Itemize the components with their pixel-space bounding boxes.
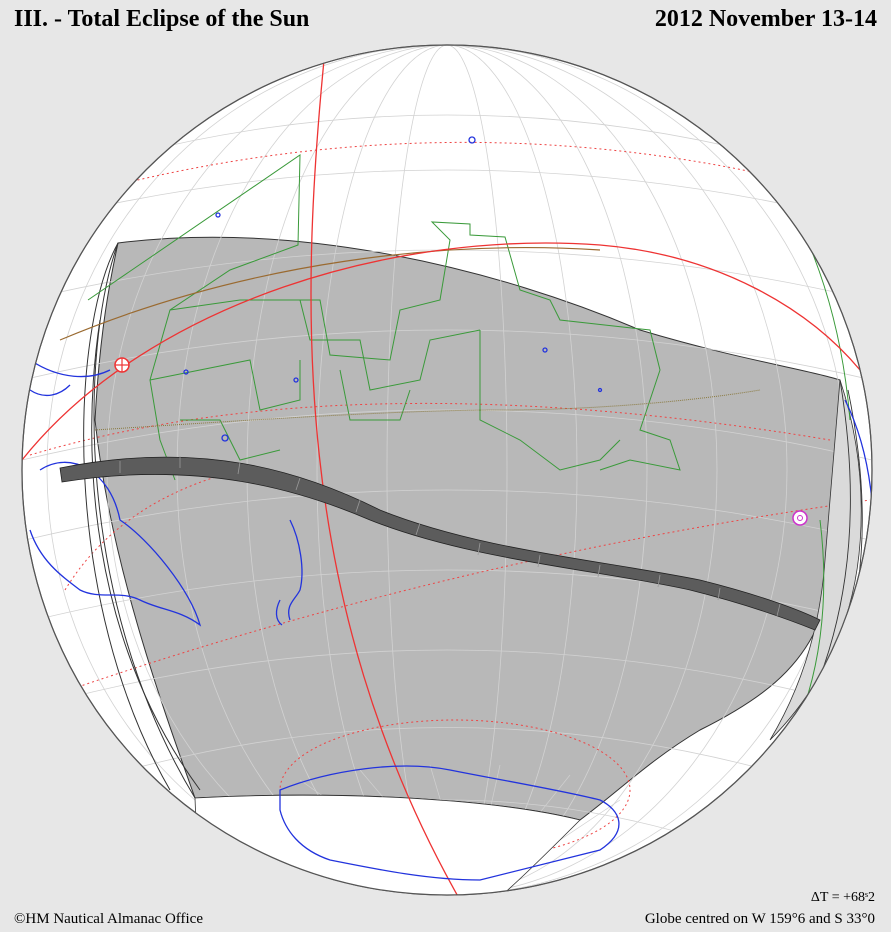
totality-path xyxy=(59,456,821,631)
red-curves xyxy=(22,49,861,895)
delta-t-label: ΔT = +68ˢ2 xyxy=(810,890,875,905)
polar-clear-region xyxy=(194,794,581,895)
map-title: III. - Total Eclipse of the Sun xyxy=(14,6,310,32)
sunrise-marker xyxy=(114,357,130,373)
globe-center-label: Globe centred on W 159°6 and S 33°0 xyxy=(644,911,875,927)
penumbra-east-edge xyxy=(769,379,862,741)
eclipse-date: 2012 November 13-14 xyxy=(654,6,877,32)
penumbra-region xyxy=(94,236,845,821)
copyright-credit: ©HM Nautical Almanac Office xyxy=(14,911,203,927)
sunset-marker xyxy=(792,510,808,526)
path-limit-north xyxy=(59,247,601,341)
